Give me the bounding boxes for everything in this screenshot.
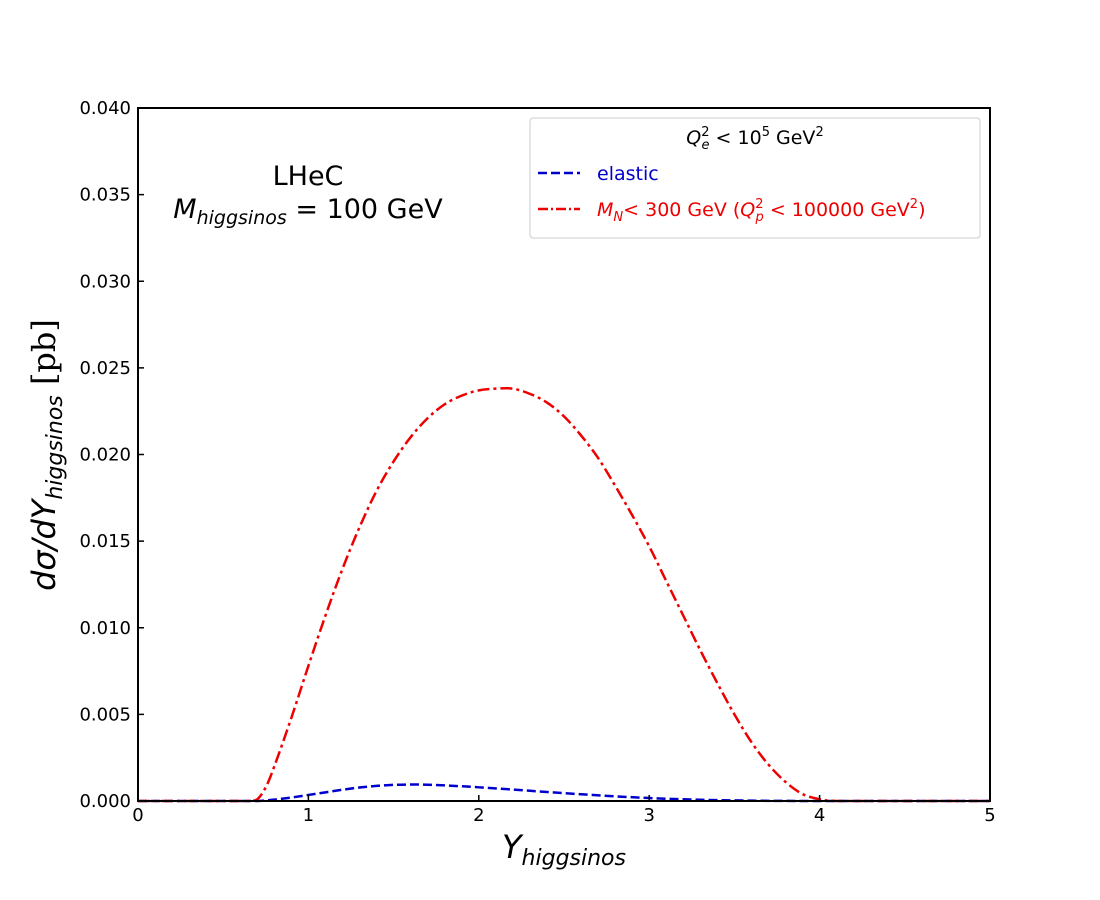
legend-mn-q-sup: 2 [755, 197, 763, 212]
y-tick-label: 0.040 [79, 98, 131, 119]
legend-title: Q2 e < 105 GeV2 [686, 125, 823, 153]
y-tick-label: 0.025 [79, 358, 131, 379]
legend-label-mn: MN< 300 GeV (Q2 p < 100000 GeV2) [597, 197, 925, 225]
annotation-line1: LHeC [273, 161, 344, 192]
legend-title-unit-sup: 2 [815, 125, 823, 140]
y-axis-title-unit: [pb] [25, 319, 63, 395]
x-tick-label: 2 [473, 805, 484, 826]
legend-mn-close: ) [918, 199, 925, 221]
annotation-line2: Mhiggsinos = 100 GeV [173, 194, 443, 229]
annotation-mass-symbol: M [173, 194, 196, 225]
annotation-mass-subscript: higgsinos [197, 207, 287, 229]
y-axis-title-sub: higgsinos [43, 395, 68, 499]
legend-mn-sub: N [613, 210, 623, 225]
legend-label-elastic: elastic [597, 163, 659, 185]
y-tick-label: 0.030 [79, 271, 131, 292]
legend-title-exp: 5 [762, 125, 770, 140]
legend-title-q: Q [686, 127, 701, 149]
x-tick-label: 1 [303, 805, 314, 826]
legend-mn-unit-sup: 2 [910, 197, 918, 212]
legend-mn-q: Q [740, 199, 755, 221]
legend-title-unit: GeV [770, 127, 815, 149]
y-axis-title-main: dσ/dY [25, 497, 63, 591]
x-tick-label: 4 [814, 805, 825, 826]
plot-frame [137, 107, 991, 802]
y-tick-label: 0.000 [79, 791, 131, 812]
y-tick-label: 0.020 [79, 445, 131, 466]
legend-mn-m: M [597, 199, 613, 221]
x-tick-label: 0 [132, 805, 143, 826]
x-tick-label: 3 [643, 805, 654, 826]
legend-mn-q-rest: < 100000 GeV [764, 199, 910, 221]
legend-mn-rest: < 300 GeV ( [623, 199, 740, 221]
ticks-layer: 0 1 2 3 4 5 0.000 0.005 0.010 0.015 0.020 0.025 0.03… [79, 98, 995, 826]
legend-title-q-sub: e [702, 138, 710, 153]
legend: Q2 e < 105 GeV2 elastic MN< 300 GeV (Q2 p … [529, 117, 981, 239]
legend-title-rest: < 10 [710, 127, 762, 149]
legend-title-q-sup: 2 [701, 125, 709, 140]
legend-box [529, 117, 981, 239]
x-tick-label: 5 [984, 805, 995, 826]
y-tick-label: 0.005 [79, 704, 131, 725]
series-line-mn [137, 386, 990, 803]
y-tick-label: 0.010 [79, 618, 131, 639]
x-axis-title: Yhiggsinos [502, 828, 626, 871]
y-tick-label: 0.015 [79, 531, 131, 552]
x-axis-title-sub: higgsinos [522, 846, 626, 871]
y-axis-title: dσ/dYhiggsinos [pb] [25, 319, 68, 591]
x-axis-title-main: Y [502, 828, 524, 866]
legend-mn-q-sub: p [755, 210, 764, 225]
annotation-mass-value: = 100 GeV [287, 194, 443, 225]
y-tick-label: 0.035 [79, 185, 131, 206]
